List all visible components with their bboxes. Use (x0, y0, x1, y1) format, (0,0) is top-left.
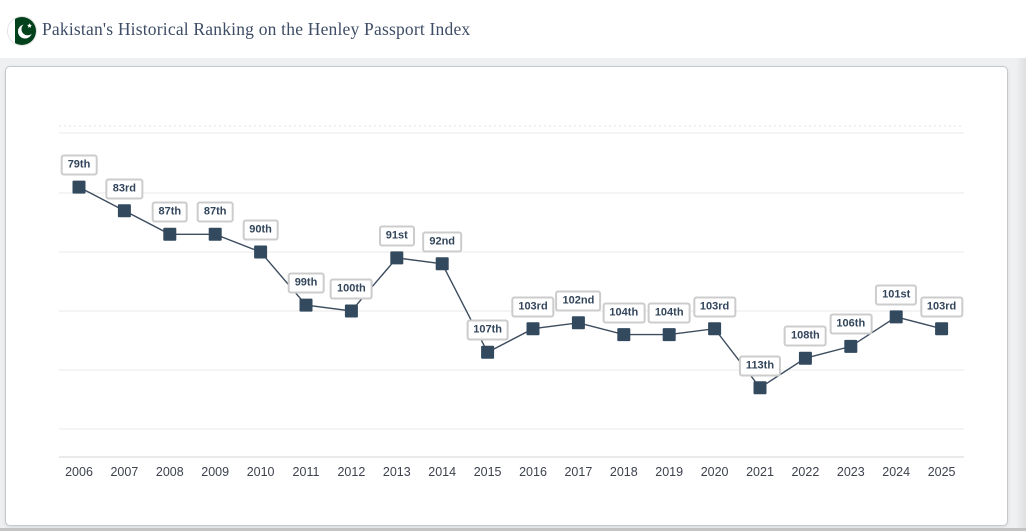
x-axis-label: 2006 (65, 465, 93, 479)
point-label: 103rd (919, 296, 964, 318)
x-axis-label: 2011 (292, 465, 320, 479)
point-label: 79th (60, 154, 98, 176)
x-axis-label: 2007 (110, 465, 139, 479)
data-point-marker[interactable] (798, 351, 812, 365)
data-point-marker[interactable] (617, 328, 631, 342)
point-label: 100th (330, 278, 373, 300)
data-point-marker[interactable] (208, 227, 222, 241)
x-axis-label: 2017 (564, 465, 593, 479)
point-label: 113th (738, 355, 782, 377)
x-axis-label: 2016 (519, 465, 547, 479)
point-label: 87th (151, 201, 189, 223)
point-label: 106th (829, 313, 873, 335)
x-axis-label: 2010 (246, 465, 275, 479)
data-point-marker[interactable] (163, 227, 177, 241)
right-edge-shadow (1016, 58, 1026, 528)
data-point-marker[interactable] (299, 298, 313, 312)
data-point-marker[interactable] (708, 322, 722, 336)
x-axis-label: 2020 (700, 465, 729, 479)
header: Pakistan's Historical Ranking on the Hen… (0, 0, 1026, 58)
data-point-marker[interactable] (844, 339, 858, 353)
point-label: 104th (602, 302, 646, 324)
data-point-marker[interactable] (481, 345, 495, 359)
data-point-marker[interactable] (390, 251, 404, 265)
point-label: 101st (875, 284, 918, 306)
page-title: Pakistan's Historical Ranking on the Hen… (42, 19, 471, 39)
point-label: 102nd (555, 290, 602, 312)
data-point-marker[interactable] (344, 304, 358, 318)
data-point-marker[interactable] (889, 310, 903, 324)
point-label: 108th (784, 325, 827, 347)
x-axis-label: 2023 (836, 465, 865, 479)
point-label: 92nd (422, 231, 463, 253)
point-label: 91st (378, 225, 415, 247)
chart-card: 79th 83rd 87th 87th 90th 99th 100th 91st 92nd 107… (5, 66, 1008, 526)
ranking-line-chart: 79th 83rd 87th 87th 90th 99th 100th 91st 92nd 107… (6, 67, 1007, 525)
x-axis-label: 2015 (473, 465, 502, 479)
data-point-marker[interactable] (571, 316, 585, 330)
x-axis-label: 2022 (791, 465, 820, 479)
x-axis-label: 2024 (882, 465, 911, 479)
x-axis-label: 2012 (337, 465, 366, 479)
series-line (78, 186, 942, 389)
data-point-marker[interactable] (662, 328, 676, 342)
point-label: 90th (242, 219, 279, 241)
data-point-marker[interactable] (526, 322, 540, 336)
x-axis-label: 2008 (155, 465, 184, 479)
x-axis-label: 2019 (655, 465, 684, 479)
point-label: 103rd (692, 296, 737, 318)
x-axis-label: 2014 (428, 465, 457, 479)
point-label: 87th (196, 201, 234, 223)
x-axis-label: 2021 (746, 465, 774, 479)
data-point-marker[interactable] (753, 381, 767, 395)
point-label: 104th (647, 302, 691, 324)
data-point-marker[interactable] (935, 322, 949, 336)
x-axis-label: 2025 (927, 465, 956, 479)
bottom-edge (0, 528, 1026, 531)
x-axis-label: 2013 (382, 465, 411, 479)
data-point-marker[interactable] (72, 180, 86, 194)
chart-canvas (59, 125, 964, 458)
point-label: 83rd (105, 178, 144, 200)
pakistan-flag-icon (8, 17, 36, 45)
data-point-marker[interactable] (254, 245, 268, 259)
data-point-marker[interactable] (117, 204, 131, 218)
x-axis-label: 2009 (201, 465, 230, 479)
point-label: 107th (466, 319, 509, 341)
x-axis-label: 2018 (609, 465, 638, 479)
point-label: 103rd (511, 296, 555, 318)
data-point-marker[interactable] (435, 257, 449, 271)
point-label: 99th (287, 272, 325, 294)
